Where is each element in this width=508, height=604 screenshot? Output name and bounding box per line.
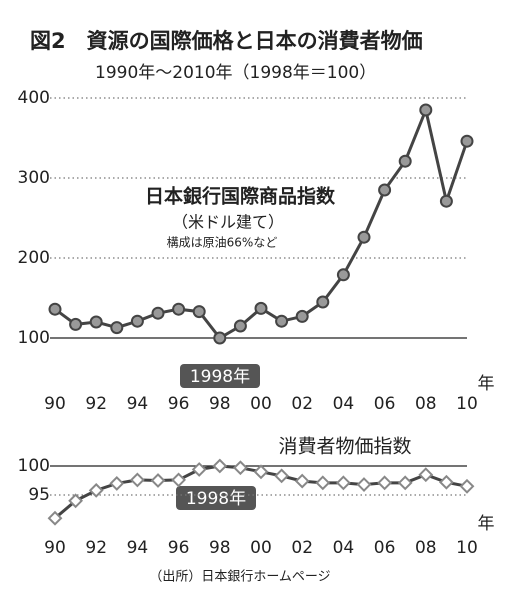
x-tick-label: 00 — [250, 538, 272, 558]
annotation: 1998年 — [186, 489, 246, 509]
marker — [356, 477, 372, 492]
x-tick-label: 06 — [374, 538, 396, 558]
marker — [191, 462, 207, 477]
marker — [172, 302, 186, 316]
marker — [397, 475, 413, 491]
annotation-box — [180, 364, 260, 388]
marker — [69, 317, 83, 331]
y-tick-label: 95 — [28, 485, 50, 505]
marker — [274, 468, 290, 484]
marker — [398, 154, 412, 168]
x-tick-label: 04 — [333, 394, 355, 414]
x-tick-label: 10 — [456, 394, 478, 414]
marker — [232, 460, 248, 476]
marker — [377, 475, 393, 491]
marker — [151, 306, 165, 320]
marker — [316, 295, 330, 309]
x-tick-label: 04 — [333, 538, 355, 558]
x-tick-label: 98 — [209, 394, 231, 414]
marker — [110, 321, 124, 335]
marker — [213, 331, 227, 345]
y-tick-label: 200 — [18, 248, 50, 268]
x-tick-label: 10 — [456, 538, 478, 558]
marker — [212, 458, 228, 474]
marker — [129, 472, 145, 488]
chart-title: 図2 資源の国際価格と日本の消費者物価 — [30, 29, 423, 53]
marker — [460, 134, 474, 148]
marker — [418, 467, 434, 483]
x-tick-label: 02 — [291, 394, 313, 414]
marker — [294, 473, 310, 489]
marker — [254, 301, 268, 315]
marker — [150, 473, 166, 488]
chart-subtitle: 1990年〜2010年（1998年＝100） — [95, 63, 376, 83]
y-tick-label: 400 — [18, 88, 50, 108]
marker — [378, 183, 392, 197]
annotation-box — [176, 486, 256, 510]
marker — [357, 230, 371, 244]
y-tick-label: 300 — [18, 168, 50, 188]
marker — [295, 309, 309, 323]
marker — [439, 194, 453, 208]
x-tick-label: 96 — [168, 394, 190, 414]
axis-unit: 年 — [478, 374, 495, 394]
x-tick-label: 98 — [209, 538, 231, 558]
annotation: 構成は原油66%など — [167, 236, 278, 250]
marker — [171, 472, 187, 488]
marker — [253, 464, 269, 480]
x-tick-label: 08 — [415, 394, 437, 414]
marker — [88, 482, 104, 498]
marker — [48, 302, 62, 316]
x-tick-label: 94 — [127, 538, 149, 558]
marker — [419, 103, 433, 117]
x-tick-label: 94 — [127, 394, 149, 414]
x-tick-label: 90 — [44, 394, 66, 414]
x-tick-label: 90 — [44, 538, 66, 558]
marker — [192, 305, 206, 319]
x-tick-label: 92 — [85, 394, 107, 414]
marker — [459, 478, 475, 494]
annotation: 1998年 — [190, 367, 250, 387]
marker — [130, 314, 144, 328]
marker — [47, 510, 63, 526]
marker — [335, 475, 351, 491]
annotation: 日本銀行国際商品指数 — [145, 185, 336, 208]
x-tick-label: 06 — [374, 394, 396, 414]
axis-unit: 年 — [478, 514, 495, 534]
marker — [68, 493, 84, 509]
marker — [315, 475, 331, 491]
marker — [336, 268, 350, 282]
marker — [109, 475, 125, 491]
marker — [438, 474, 454, 490]
marker — [89, 315, 103, 329]
x-tick-label: 08 — [415, 538, 437, 558]
x-tick-label: 96 — [168, 538, 190, 558]
x-tick-label: 02 — [291, 538, 313, 558]
marker — [275, 314, 289, 328]
source-note: （出所）日本銀行ホームページ — [149, 570, 330, 585]
marker — [233, 319, 247, 333]
x-tick-label: 00 — [250, 394, 272, 414]
annotation: （米ドル建て） — [172, 213, 284, 232]
x-tick-label: 92 — [85, 538, 107, 558]
annotation: 消費者物価指数 — [278, 436, 411, 458]
y-tick-label: 100 — [18, 328, 50, 348]
y-tick-label: 100 — [18, 456, 50, 476]
